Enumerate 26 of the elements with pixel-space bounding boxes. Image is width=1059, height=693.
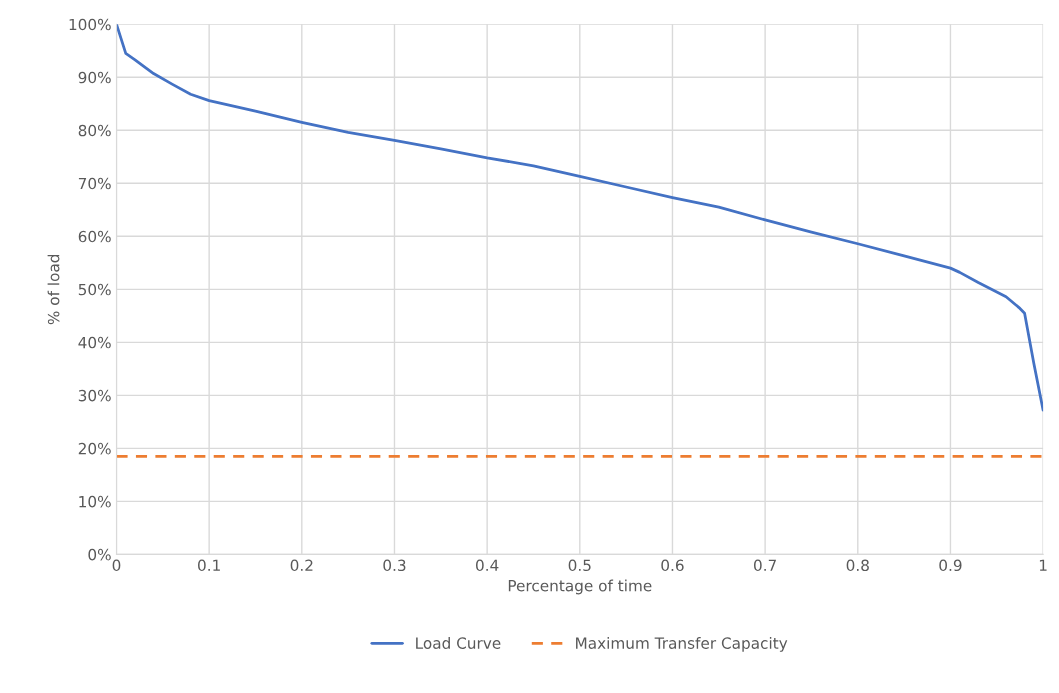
y-tick-label: 40% [78,336,111,349]
y-tick-label: 60% [78,230,111,243]
legend-label: Maximum Transfer Capacity [576,637,788,652]
x-tick-label: 0.6 [661,559,684,572]
x-axis-title: Percentage of time [508,579,652,595]
legend-label: Load Curve [416,637,501,649]
x-tick-label: 0.1 [198,559,220,572]
y-tick-label: 50% [78,283,111,296]
y-tick-label: 0% [88,548,111,561]
y-tick-label: 90% [78,71,111,84]
x-tick-label: 0.9 [939,559,962,572]
y-axis-title: % of load [47,254,60,325]
x-tick-label: 0.3 [383,559,406,572]
x-tick-label: 0.2 [290,559,313,572]
y-tick-label: 100% [69,18,111,31]
x-tick-label: 1 [1039,559,1047,571]
y-tick-label: 30% [78,389,111,402]
x-tick-label: 0 [112,559,121,572]
y-tick-label: 80% [78,124,111,137]
x-tick-label: 0.4 [476,559,499,572]
y-tick-label: 20% [78,442,111,455]
x-tick-label: 0.7 [753,559,776,572]
y-tick-label: 70% [78,177,111,190]
x-tick-label: 0.8 [846,559,869,572]
y-tick-label: 10% [79,495,111,508]
x-tick-label: 0.5 [568,559,591,572]
